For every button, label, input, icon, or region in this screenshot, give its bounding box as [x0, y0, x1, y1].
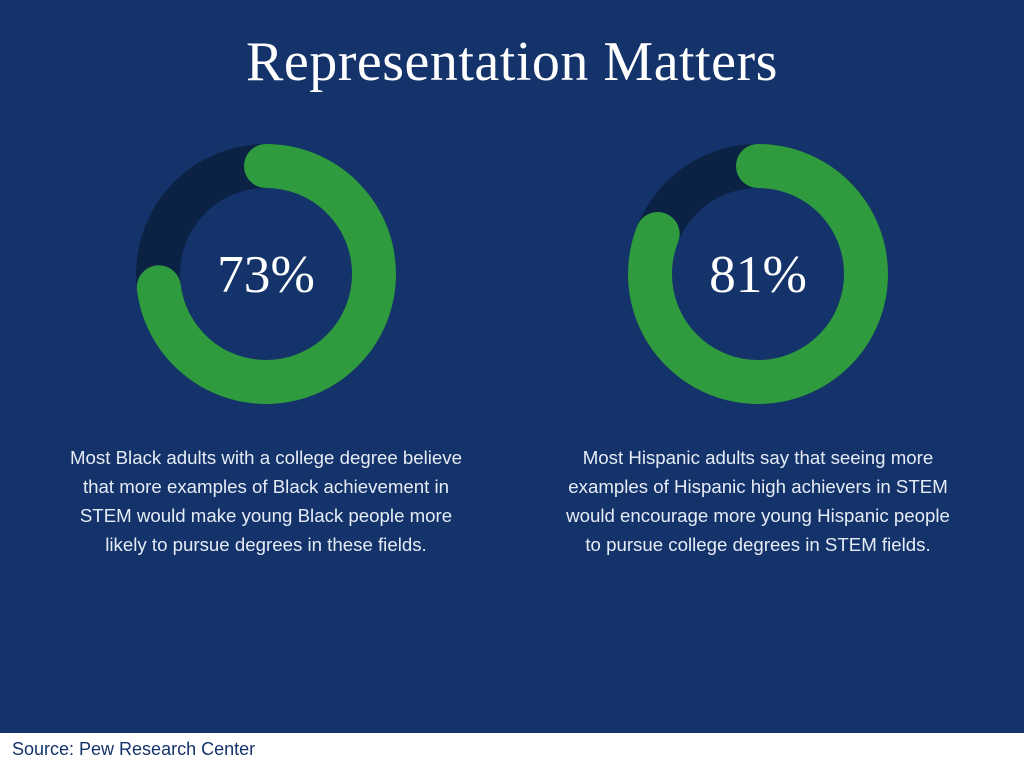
stat-block-1: 81% Most Hispanic adults say that seeing…	[548, 144, 968, 560]
donut-chart-1: 81%	[628, 144, 888, 404]
source-footer: Source: Pew Research Center	[0, 733, 1024, 768]
stat-caption-1: Most Hispanic adults say that seeing mor…	[548, 444, 968, 560]
main-panel: Representation Matters 73% Most Black ad…	[0, 0, 1024, 733]
stat-block-0: 73% Most Black adults with a college deg…	[56, 144, 476, 560]
donut-chart-0: 73%	[136, 144, 396, 404]
stat-caption-0: Most Black adults with a college degree …	[56, 444, 476, 560]
charts-row: 73% Most Black adults with a college deg…	[40, 144, 984, 560]
page-title: Representation Matters	[246, 30, 778, 94]
donut-svg-1	[628, 144, 888, 404]
source-text: Source: Pew Research Center	[12, 739, 255, 759]
page: Representation Matters 73% Most Black ad…	[0, 0, 1024, 768]
donut-svg-0	[136, 144, 396, 404]
